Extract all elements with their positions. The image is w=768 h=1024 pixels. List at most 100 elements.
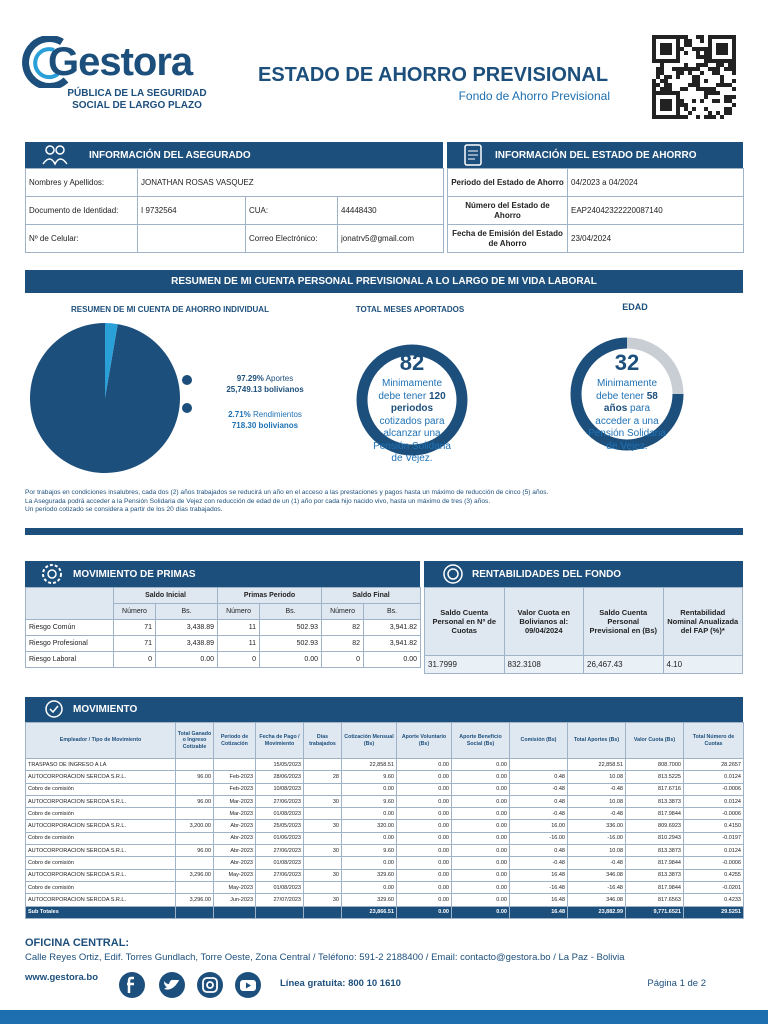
sub-header: Número: [113, 603, 156, 620]
cell: 808.7000: [625, 757, 684, 772]
qr-cell: [656, 35, 660, 39]
qr-cell: [652, 47, 656, 51]
qr-cell: [660, 71, 664, 75]
qr-cell: [732, 103, 736, 107]
cell: [303, 856, 342, 870]
qr-cell: [704, 55, 708, 59]
cell: 11: [217, 619, 261, 636]
cell: 01/08/2023: [255, 856, 304, 870]
cell: 817.6716: [625, 782, 684, 796]
qr-cell: [696, 115, 700, 119]
cell: Abr-2023: [213, 856, 256, 870]
qr-cell: [668, 51, 672, 55]
qr-cell: [732, 51, 736, 55]
text: para acceder a una Pensión Solidaria de …: [588, 403, 666, 452]
cell: [303, 880, 342, 895]
qr-cell: [680, 115, 684, 119]
cell: [175, 831, 214, 846]
cell: [303, 782, 342, 796]
legend-name: Rendimientos: [253, 410, 302, 419]
header-cell: Saldo Cuenta Personal Previsional en (Bs…: [583, 587, 664, 656]
cell: Jun-2023: [213, 893, 256, 907]
note: Un periodo cotizado se considera a parti…: [25, 506, 223, 514]
cell: 23,882.99: [567, 905, 626, 919]
qr-cell: [652, 99, 656, 103]
qr-cell: [720, 47, 724, 51]
qr-cell: [692, 99, 696, 103]
facebook-icon[interactable]: [119, 972, 145, 998]
cell: [255, 905, 304, 919]
legend-dot: [182, 375, 192, 385]
cell: 3,941.82: [363, 619, 422, 636]
twitter-icon[interactable]: [159, 972, 185, 998]
cell: AUTOCORPORACION SERCOA S.R.L.: [25, 893, 176, 907]
qr-cell: [696, 55, 700, 59]
qr-cell: [676, 103, 680, 107]
qr-cell: [680, 103, 684, 107]
instagram-icon[interactable]: [197, 972, 223, 998]
website[interactable]: www.gestora.bo: [25, 972, 99, 983]
pie-slice: [105, 323, 118, 398]
qr-cell: [660, 51, 664, 55]
qr-cell: [684, 43, 688, 47]
returns-table: Saldo Cuenta Personal en Nº de Cuotas Val…: [424, 587, 743, 674]
qr-cell: [664, 35, 668, 39]
amount: 718.30 bolivianos: [200, 421, 330, 432]
cell: 30: [303, 844, 342, 858]
qr-cell: [708, 35, 712, 39]
qr-cell: [728, 111, 732, 115]
cell: 0.00: [396, 831, 452, 846]
cell: 817.9844: [625, 807, 684, 821]
qr-cell: [676, 71, 680, 75]
qr-cell: [732, 43, 736, 47]
qr-cell: [732, 47, 736, 51]
label: Correo Electrónico:: [245, 224, 338, 253]
cell: 0.48: [509, 794, 568, 809]
qr-cell: [720, 43, 724, 47]
cell: 22,858.51: [341, 757, 397, 772]
qr-cell: [704, 95, 708, 99]
qr-cell: [688, 111, 692, 115]
cell: 832.3108: [503, 655, 584, 674]
cell: 0.0124: [683, 770, 744, 784]
qr-cell: [664, 51, 668, 55]
qr-cell: [708, 47, 712, 51]
cell: 9.60: [341, 794, 397, 809]
cell: Riesgo Profesional: [25, 635, 114, 652]
qr-cell: [728, 95, 732, 99]
cell: 31.7999: [424, 655, 505, 674]
qr-cell: [680, 67, 684, 71]
group-header: Saldo Final: [321, 587, 422, 604]
cell: 10/08/2023: [255, 782, 304, 796]
row: Cobro de comisión Feb-2023 10/08/2023 0.00 0…: [25, 782, 744, 796]
qr-cell: [652, 87, 656, 91]
cell: -0.0006: [683, 807, 744, 821]
youtube-icon[interactable]: [235, 972, 261, 998]
cell: 71: [113, 635, 156, 652]
qr-cell: [684, 35, 688, 39]
cell: 0.00: [363, 651, 422, 668]
qr-cell: [712, 87, 716, 91]
cell: 96.00: [175, 770, 214, 784]
qr-cell: [676, 107, 680, 111]
cell: 809.6923: [625, 819, 684, 833]
header-cell: Periodo de Cotización: [213, 722, 256, 759]
qr-cell: [684, 63, 688, 67]
cell: 9.60: [341, 770, 397, 784]
qr-cell: [688, 43, 692, 47]
cell: 4.10: [662, 655, 743, 674]
header-cell: Total Aportes (Bs): [567, 722, 626, 759]
qr-cell: [676, 35, 680, 39]
qr-cell: [664, 107, 668, 111]
qr-cell: [660, 87, 664, 91]
cell: -0.48: [567, 856, 626, 870]
qr-cell: [704, 59, 708, 63]
qr-cell: [688, 83, 692, 87]
sub-header: Bs.: [154, 603, 219, 620]
cell: 01/08/2023: [255, 807, 304, 821]
cell: 817.6563: [625, 893, 684, 907]
header-cell: Total Número de Cuotas: [683, 722, 744, 759]
cell: AUTOCORPORACION SERCOA S.R.L.: [25, 868, 176, 882]
qr-cell: [724, 47, 728, 51]
legend-entry: 97.29% Aportes 25,749.13 bolivianos: [200, 374, 330, 396]
